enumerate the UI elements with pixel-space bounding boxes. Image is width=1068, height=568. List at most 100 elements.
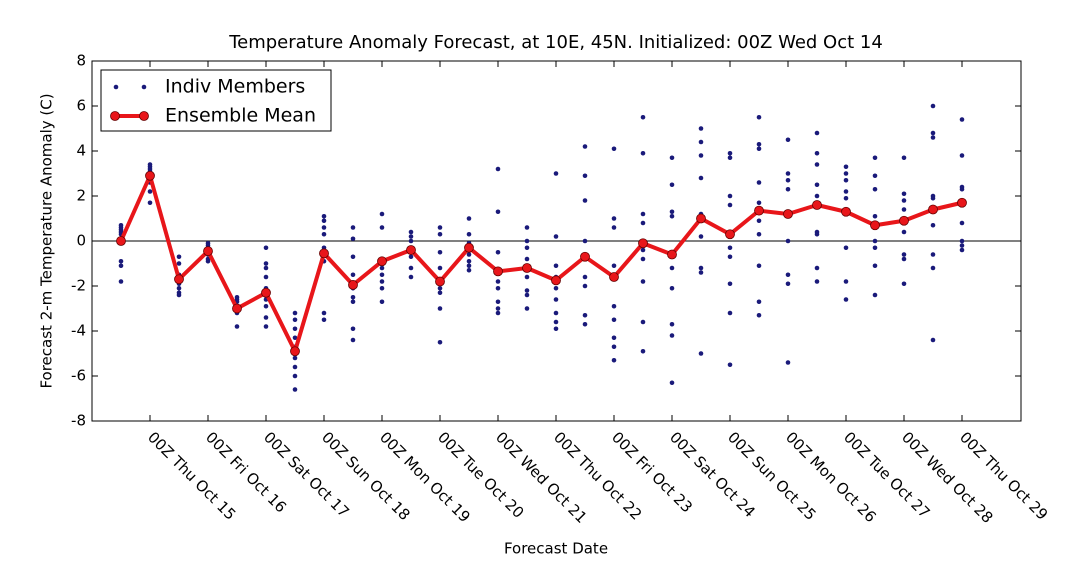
member-point [234, 297, 240, 302]
member-point [727, 362, 733, 368]
member-point [669, 213, 675, 219]
member-point [118, 222, 124, 228]
member-point [959, 247, 965, 253]
member-point [785, 137, 791, 143]
member-point [176, 292, 182, 298]
member-point [756, 180, 762, 185]
member-point [756, 231, 762, 237]
member-point [930, 265, 936, 271]
member-point [698, 234, 704, 239]
member-point [669, 182, 675, 188]
member-point [466, 231, 472, 237]
member-point [408, 274, 414, 280]
member-point [408, 234, 414, 239]
mean-marker [899, 215, 909, 226]
member-point [611, 263, 617, 269]
member-point [611, 335, 617, 341]
member-point [959, 153, 965, 158]
mean-marker [957, 197, 967, 208]
member-point [524, 274, 530, 280]
legend-marker [113, 84, 119, 90]
member-point [640, 114, 646, 120]
member-point [901, 229, 907, 235]
member-point [901, 198, 907, 203]
member-point [350, 326, 356, 332]
member-point [437, 290, 443, 296]
mean-marker [116, 236, 126, 246]
member-point [756, 312, 762, 318]
member-point [814, 231, 820, 237]
member-point [118, 279, 124, 284]
mean-marker [203, 246, 213, 257]
member-point [872, 213, 878, 219]
member-point [814, 279, 820, 284]
member-point [930, 337, 936, 343]
legend-box [100, 69, 332, 132]
member-point [437, 265, 443, 271]
member-point [727, 281, 733, 287]
member-point [669, 285, 675, 291]
mean-marker [841, 206, 851, 217]
mean-marker [145, 170, 155, 181]
member-point [814, 150, 820, 156]
member-point [292, 317, 298, 323]
member-point [437, 249, 443, 255]
member-point [524, 256, 530, 262]
member-point [872, 155, 878, 161]
member-point [350, 337, 356, 343]
member-point [321, 225, 327, 230]
member-point [263, 265, 269, 271]
member-point [669, 333, 675, 338]
member-point [901, 155, 907, 161]
member-point [698, 351, 704, 356]
mean-marker [870, 220, 880, 231]
member-point [669, 265, 675, 271]
member-point [350, 272, 356, 278]
mean-marker [319, 248, 329, 259]
member-point [408, 238, 414, 244]
member-point [640, 150, 646, 156]
member-point [785, 281, 791, 287]
member-point [263, 315, 269, 320]
member-point [785, 360, 791, 365]
mean-marker [435, 276, 445, 287]
member-point [234, 324, 240, 329]
member-point [292, 326, 298, 332]
member-point [466, 252, 472, 257]
member-point [263, 261, 269, 266]
mean-marker [812, 200, 822, 210]
member-point [582, 144, 588, 149]
mean-marker [232, 303, 242, 314]
member-point [959, 243, 965, 248]
member-point [785, 186, 791, 192]
y-tick-label: 4 [76, 142, 86, 160]
member-point [843, 164, 849, 170]
member-point [321, 213, 327, 219]
member-point [263, 245, 269, 251]
mean-marker [551, 275, 561, 286]
member-point [727, 193, 733, 199]
member-point [147, 200, 153, 206]
member-point [118, 229, 124, 235]
member-point [350, 225, 356, 230]
member-point [698, 265, 704, 271]
member-point [698, 139, 704, 145]
member-point [785, 238, 791, 244]
mean-marker [696, 213, 706, 224]
member-point [611, 344, 617, 350]
member-point [669, 155, 675, 161]
member-point [582, 238, 588, 244]
member-point [379, 272, 385, 278]
member-point [959, 238, 965, 244]
member-point [640, 247, 646, 253]
member-point [669, 380, 675, 386]
member-point [437, 231, 443, 237]
member-point [930, 252, 936, 257]
member-point [872, 292, 878, 298]
y-tick-label: -6 [71, 367, 86, 385]
member-point [640, 348, 646, 354]
member-point [553, 171, 559, 176]
member-point [466, 258, 472, 264]
member-point [640, 319, 646, 325]
member-point [727, 310, 733, 316]
